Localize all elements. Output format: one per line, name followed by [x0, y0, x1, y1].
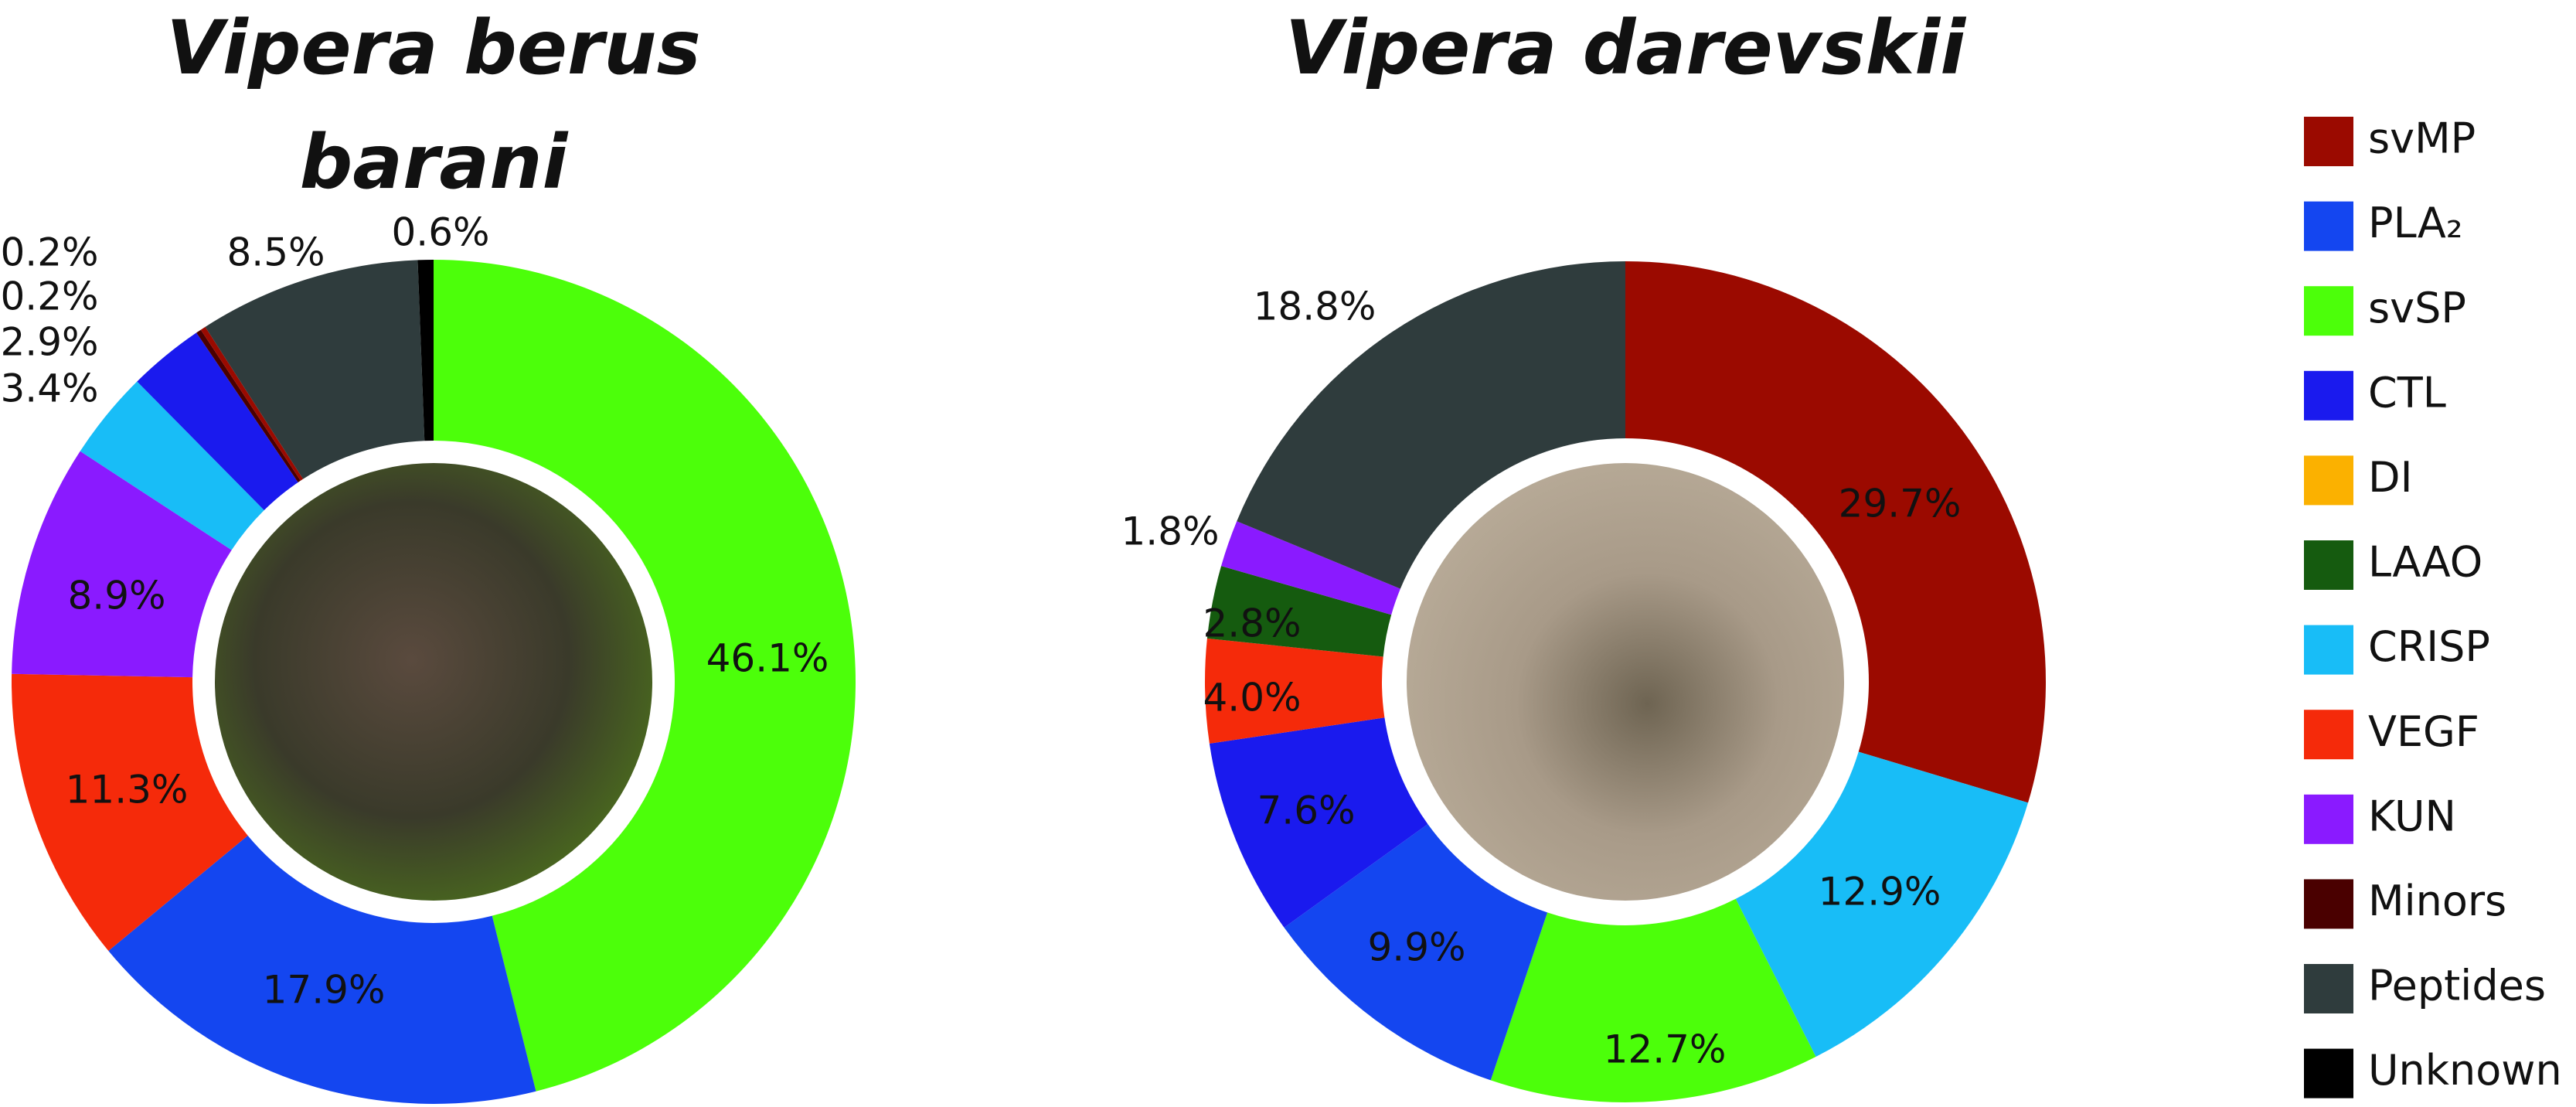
value-label: 46.1% [706, 636, 829, 681]
value-label: 29.7% [1839, 482, 1962, 526]
legend-swatch [2304, 794, 2353, 844]
wedge [434, 260, 856, 1092]
legend-label: DI [2368, 453, 2413, 502]
legend-label: svSP [2368, 284, 2466, 332]
wedge [137, 332, 298, 511]
value-label: 12.9% [1819, 870, 1941, 915]
wedge [1221, 521, 1400, 615]
value-label: 8.9% [67, 574, 165, 618]
value-label: 2.9% [0, 320, 98, 365]
legend-swatch [2304, 964, 2353, 1013]
wedge [11, 673, 248, 952]
legend-label: CTL [2368, 368, 2446, 417]
wedge [1625, 261, 2046, 803]
legend-label: Minors [2368, 877, 2506, 925]
chart-title: Vipera darevskii [1285, 5, 1966, 91]
wedge [108, 835, 536, 1104]
value-label: 0.6% [391, 210, 489, 255]
legend-swatch [2304, 286, 2353, 336]
wedge [1735, 751, 2029, 1057]
wedge [417, 260, 434, 441]
value-label: 7.6% [1257, 789, 1355, 833]
legend-swatch [2304, 201, 2353, 251]
value-label: 9.9% [1367, 925, 1465, 970]
legend-label: VEGF [2368, 707, 2479, 756]
legend-label: LAAO [2368, 538, 2482, 587]
wedge [1204, 638, 1385, 744]
legend-label: svMP [2368, 114, 2476, 163]
value-label: 12.7% [1604, 1027, 1727, 1072]
value-label: 1.8% [1121, 509, 1219, 554]
chart-title: Vipera berus barani [166, 5, 701, 206]
wedge [196, 329, 301, 482]
legend-label: Unknown [2368, 1046, 2562, 1095]
wedge [1206, 566, 1392, 657]
wedge [1490, 898, 1816, 1102]
wedge [1237, 261, 1625, 589]
photo [1407, 463, 1844, 901]
legend-swatch [2304, 710, 2353, 760]
value-label: 11.3% [66, 768, 189, 812]
value-label: 2.8% [1203, 601, 1301, 646]
value-label: 8.5% [226, 230, 325, 275]
legend-label: CRISP [2368, 622, 2490, 671]
value-label: 18.8% [1254, 284, 1376, 329]
value-label: 3.4% [0, 366, 98, 411]
legend-swatch [2304, 540, 2353, 590]
legend-swatch [2304, 370, 2353, 421]
wedge [205, 260, 425, 479]
legend-label: PLA₂ [2368, 199, 2462, 247]
legend-swatch [2304, 879, 2353, 929]
wedge [80, 381, 264, 550]
legend-swatch [2304, 455, 2353, 506]
wedge [12, 451, 232, 678]
legend-label: Peptides [2368, 962, 2546, 1010]
value-label: 0.2% [0, 274, 98, 319]
legend-swatch [2304, 625, 2353, 675]
legend-swatch [2304, 1048, 2353, 1098]
legend-swatch [2304, 117, 2353, 166]
value-label: 4.0% [1203, 676, 1301, 720]
wedge [200, 326, 304, 481]
value-label: 0.2% [0, 230, 98, 275]
legend-label: KUN [2368, 792, 2456, 840]
wedge [1209, 717, 1428, 928]
wedge [1284, 824, 1548, 1081]
value-label: 17.9% [263, 968, 386, 1013]
photo [215, 463, 652, 901]
